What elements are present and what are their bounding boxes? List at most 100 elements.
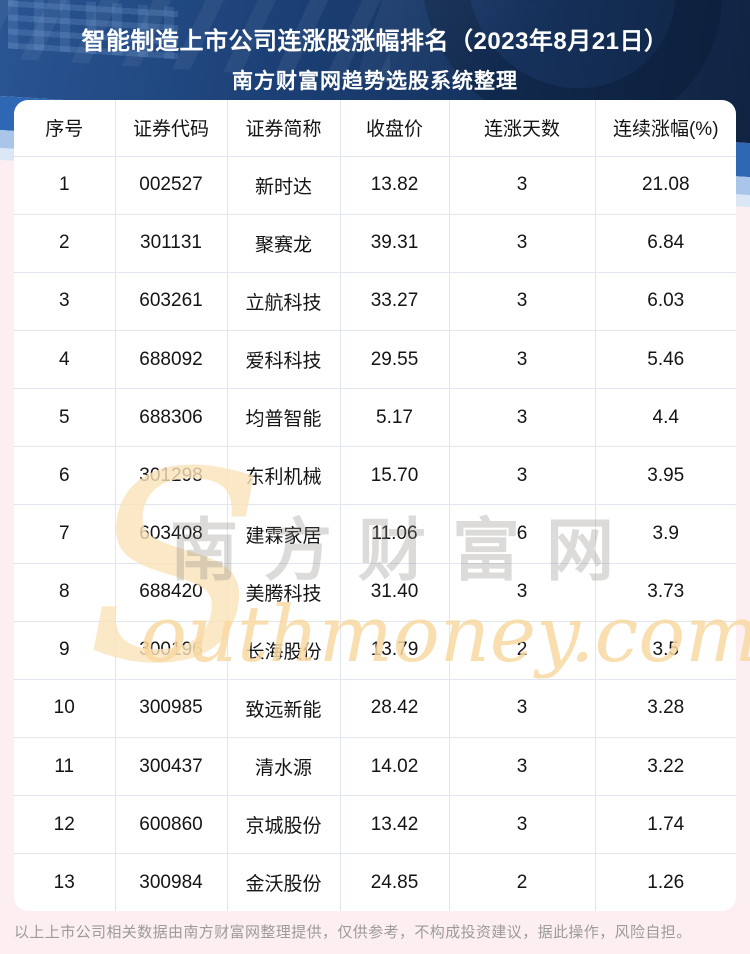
table-cell: 3 [448, 388, 596, 448]
table-cell: 31.40 [339, 562, 450, 622]
table-cell: 3 [448, 446, 596, 506]
table-cell: 13.42 [339, 795, 450, 855]
table-cell: 28.42 [339, 678, 450, 739]
table-cell: 14.02 [339, 737, 450, 797]
table-row: 9 300196 长海股份 13.79 2 3.5 [14, 620, 736, 680]
table-card: 序号 证券代码 证券简称 收盘价 连涨天数 连续涨幅(%) 1 002527 新时达 13.82… [14, 100, 736, 911]
table-cell: 美腾科技 [226, 562, 341, 622]
table-cell: 603408 [114, 504, 228, 564]
table-cell: 建霖家居 [226, 504, 341, 564]
page-subtitle: 南方财富网趋势选股系统整理 [232, 70, 518, 93]
header: 智能制造上市公司连涨股涨幅排名（2023年8月21日） 南方财富网趋势选股系统整… [0, 0, 750, 95]
table-cell: 300984 [114, 853, 228, 911]
table-cell: 10 [14, 678, 116, 739]
page-title: 智能制造上市公司连涨股涨幅排名（2023年8月21日） [81, 28, 669, 55]
column-header: 证券代码 [114, 100, 228, 157]
column-header: 连涨天数 [448, 100, 596, 157]
table-cell: 33.27 [339, 271, 450, 331]
table-cell: 新时达 [226, 155, 341, 215]
table-cell: 002527 [114, 155, 228, 215]
table-cell: 5 [14, 388, 116, 448]
table-row: 7 603408 建霖家居 11.06 6 3.9 [14, 504, 736, 564]
table-cell: 688092 [114, 329, 228, 390]
table-cell: 688306 [114, 388, 228, 448]
table-cell: 24.85 [339, 853, 450, 911]
table-cell: 12 [14, 795, 116, 855]
table-cell: 300437 [114, 737, 228, 797]
table-row: 11 300437 清水源 14.02 3 3.22 [14, 737, 736, 797]
table-cell: 29.55 [339, 329, 450, 390]
table-cell: 3 [448, 271, 596, 331]
table-cell: 清水源 [226, 737, 341, 797]
table-cell: 300985 [114, 678, 228, 739]
table-cell: 301298 [114, 446, 228, 506]
table-row: 12 600860 京城股份 13.42 3 1.74 [14, 795, 736, 855]
table-cell: 京城股份 [226, 795, 341, 855]
table-cell: 6.84 [594, 213, 736, 273]
table-cell: 600860 [114, 795, 228, 855]
table-cell: 3 [448, 795, 596, 855]
table-row: 1 002527 新时达 13.82 3 21.08 [14, 155, 736, 215]
table-cell: 6 [14, 446, 116, 506]
table-cell: 3 [448, 678, 596, 739]
table-cell: 21.08 [594, 155, 736, 215]
table-cell: 2 [448, 853, 596, 911]
table-cell: 6.03 [594, 271, 736, 331]
table-cell: 2 [448, 620, 596, 680]
table-header-row: 序号 证券代码 证券简称 收盘价 连涨天数 连续涨幅(%) [14, 100, 736, 157]
table-cell: 3 [448, 562, 596, 622]
table-cell: 5.17 [339, 388, 450, 448]
table-row: 4 688092 爱科科技 29.55 3 5.46 [14, 329, 736, 390]
table-row: 5 688306 均普智能 5.17 3 4.4 [14, 388, 736, 448]
table-row: 3 603261 立航科技 33.27 3 6.03 [14, 271, 736, 331]
table-cell: 东利机械 [226, 446, 341, 506]
column-header: 证券简称 [226, 100, 341, 157]
footer-disclaimer: 以上上市公司相关数据由南方财富网整理提供，仅供参考，不构成投资建议，据此操作，风… [14, 924, 692, 941]
table-row: 10 300985 致远新能 28.42 3 3.28 [14, 678, 736, 739]
table-cell: 致远新能 [226, 678, 341, 739]
table-cell: 3 [448, 155, 596, 215]
table-cell: 11 [14, 737, 116, 797]
table-cell: 1.26 [594, 853, 736, 911]
table-row: 2 301131 聚赛龙 39.31 3 6.84 [14, 213, 736, 273]
table-cell: 603261 [114, 271, 228, 331]
table-cell: 4 [14, 329, 116, 390]
table-cell: 3 [448, 213, 596, 273]
table-cell: 1 [14, 155, 116, 215]
column-header: 收盘价 [339, 100, 450, 157]
table-row: 13 300984 金沃股份 24.85 2 1.26 [14, 853, 736, 911]
ranking-table: 序号 证券代码 证券简称 收盘价 连涨天数 连续涨幅(%) 1 002527 新时达 13.82… [14, 100, 736, 911]
table-cell: 5.46 [594, 329, 736, 390]
table-cell: 3.5 [594, 620, 736, 680]
table-cell: 13 [14, 853, 116, 911]
table-cell: 15.70 [339, 446, 450, 506]
table-cell: 3.9 [594, 504, 736, 564]
table-cell: 3 [448, 329, 596, 390]
table-row: 8 688420 美腾科技 31.40 3 3.73 [14, 562, 736, 622]
table-cell: 聚赛龙 [226, 213, 341, 273]
table-cell: 3 [14, 271, 116, 331]
column-header: 序号 [14, 100, 116, 157]
table-cell: 7 [14, 504, 116, 564]
table-cell: 9 [14, 620, 116, 680]
table-cell: 39.31 [339, 213, 450, 273]
table-cell: 均普智能 [226, 388, 341, 448]
table-cell: 301131 [114, 213, 228, 273]
table-cell: 金沃股份 [226, 853, 341, 911]
table-cell: 立航科技 [226, 271, 341, 331]
table-row: 6 301298 东利机械 15.70 3 3.95 [14, 446, 736, 506]
table-cell: 2 [14, 213, 116, 273]
table-cell: 爱科科技 [226, 329, 341, 390]
table-cell: 300196 [114, 620, 228, 680]
table-cell: 13.79 [339, 620, 450, 680]
table-cell: 6 [448, 504, 596, 564]
table-cell: 8 [14, 562, 116, 622]
table-cell: 11.06 [339, 504, 450, 564]
table-cell: 3.73 [594, 562, 736, 622]
table-cell: 688420 [114, 562, 228, 622]
table-cell: 3 [448, 737, 596, 797]
column-header: 连续涨幅(%) [594, 100, 736, 157]
table-cell: 13.82 [339, 155, 450, 215]
table-cell: 4.4 [594, 388, 736, 448]
